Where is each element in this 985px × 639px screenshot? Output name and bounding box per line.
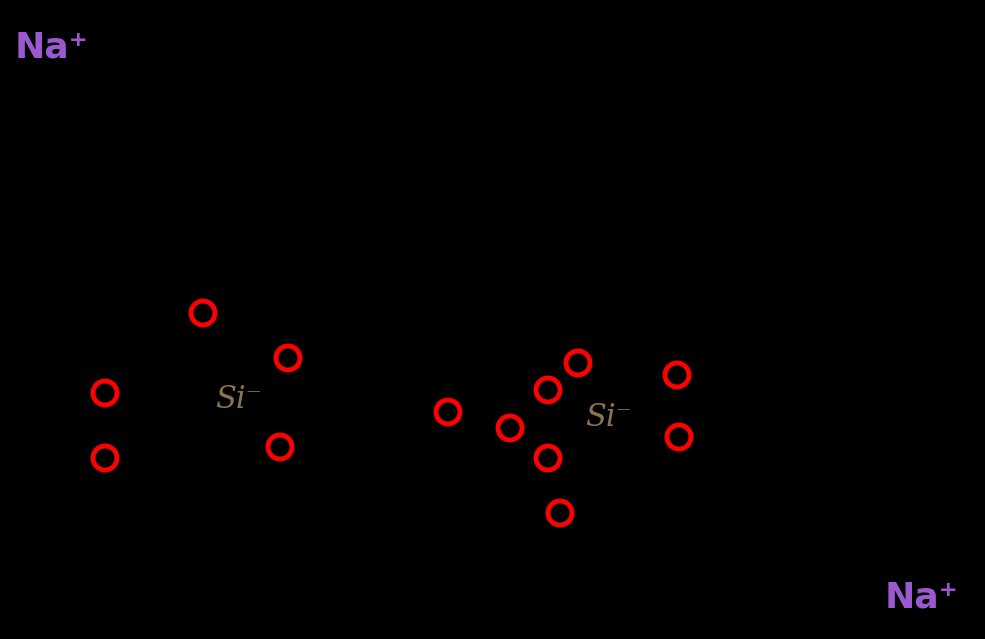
Circle shape bbox=[93, 446, 117, 470]
Text: Si⁻: Si⁻ bbox=[585, 403, 631, 433]
Circle shape bbox=[548, 501, 572, 525]
Circle shape bbox=[498, 416, 522, 440]
Circle shape bbox=[191, 301, 215, 325]
Text: Na⁺: Na⁺ bbox=[15, 31, 89, 65]
Text: Na⁺: Na⁺ bbox=[885, 581, 957, 615]
Circle shape bbox=[536, 378, 560, 402]
Circle shape bbox=[276, 346, 300, 370]
Circle shape bbox=[667, 425, 691, 449]
Circle shape bbox=[268, 435, 292, 459]
Circle shape bbox=[566, 351, 590, 375]
Circle shape bbox=[93, 381, 117, 405]
Text: Si⁻: Si⁻ bbox=[215, 385, 261, 415]
Circle shape bbox=[436, 400, 460, 424]
Circle shape bbox=[536, 446, 560, 470]
Circle shape bbox=[665, 363, 689, 387]
